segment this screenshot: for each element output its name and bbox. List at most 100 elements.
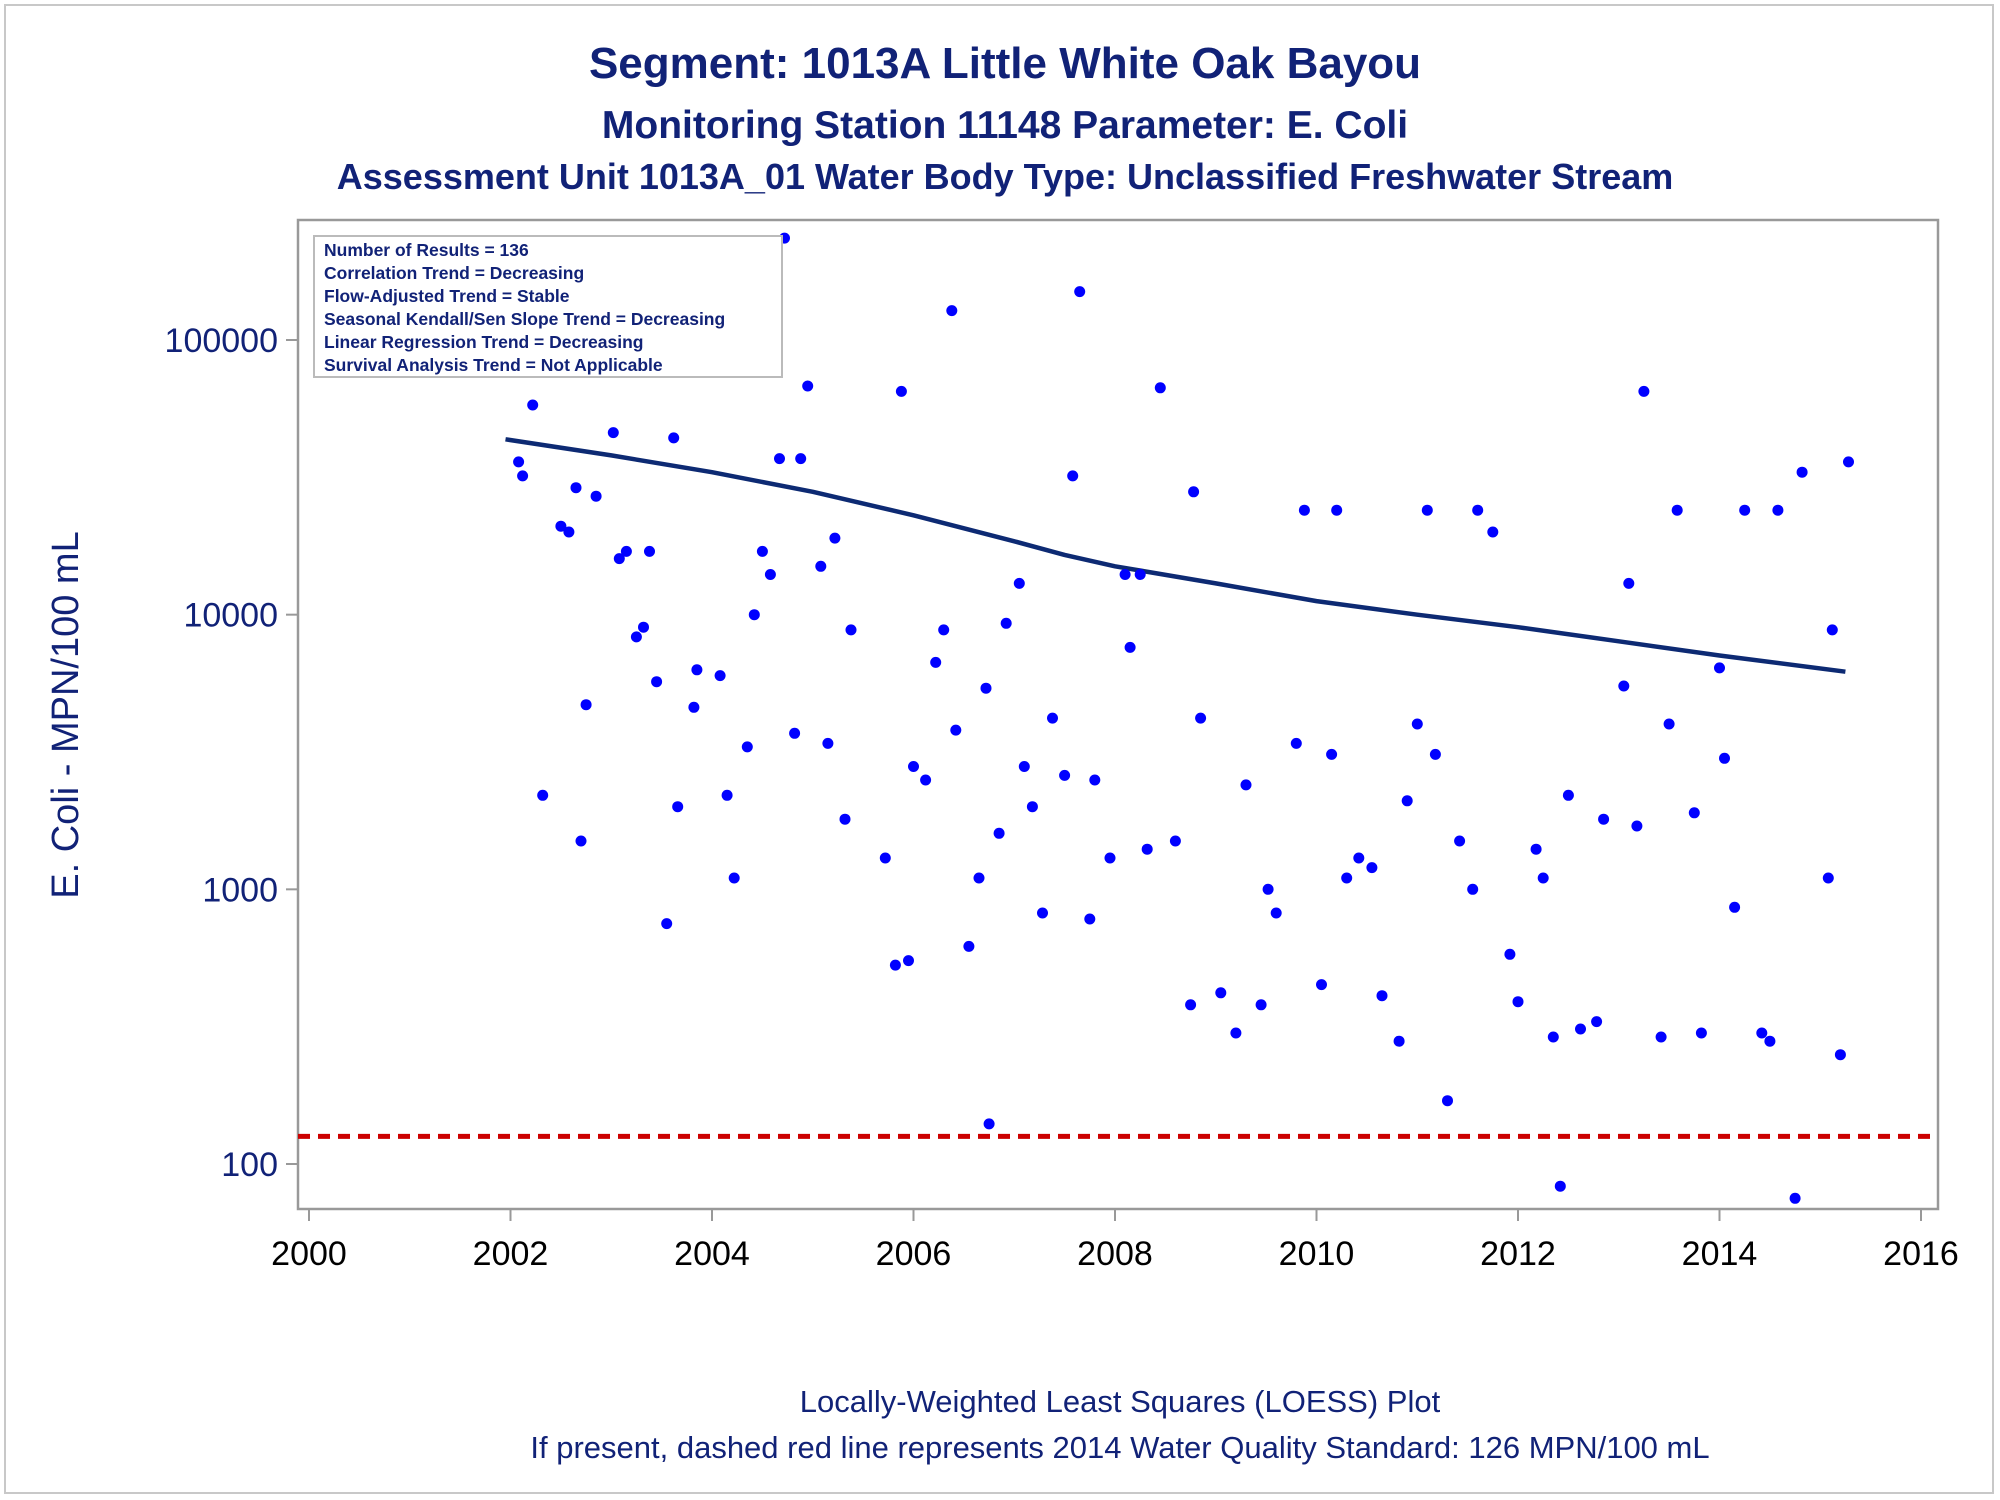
data-point — [1454, 835, 1466, 847]
x-tick-label: 2014 — [1682, 1235, 1758, 1273]
stats-line-correlation: Correlation Trend = Decreasing — [324, 263, 584, 283]
data-point — [607, 427, 619, 439]
data-point — [1826, 624, 1838, 636]
data-point — [1554, 1180, 1566, 1192]
data-point — [1467, 883, 1479, 895]
x-tick-label: 2002 — [473, 1235, 549, 1273]
data-point — [1270, 907, 1282, 919]
data-point — [661, 918, 673, 930]
data-point — [728, 872, 740, 884]
footnote-standard: If present, dashed red line represents 2… — [530, 1430, 1709, 1465]
data-point — [1530, 843, 1542, 855]
stats-line-linear-regression: Linear Regression Trend = Decreasing — [324, 332, 644, 352]
data-point — [1037, 907, 1048, 919]
data-point — [1547, 1031, 1559, 1043]
data-point — [1598, 813, 1610, 825]
data-point — [1353, 852, 1365, 864]
data-point — [1472, 504, 1484, 516]
y-axis: 100 1000 10000 100000 — [165, 322, 298, 1184]
data-point — [1429, 748, 1441, 760]
data-point — [590, 490, 602, 502]
data-point — [920, 774, 932, 786]
data-point — [1316, 979, 1327, 991]
data-point — [938, 624, 950, 636]
data-point — [1772, 504, 1784, 516]
data-point — [963, 940, 975, 952]
data-point — [1688, 807, 1700, 819]
data-point — [1729, 901, 1741, 913]
data-point — [1134, 569, 1146, 580]
data-point — [1169, 835, 1181, 847]
stats-line-results: Number of Results = 136 — [324, 240, 529, 260]
data-point — [1141, 843, 1153, 855]
data-point — [879, 852, 891, 864]
data-point — [1154, 382, 1166, 394]
data-point — [930, 656, 942, 668]
stats-line-flow-adjusted: Flow-Adjusted Trend = Stable — [324, 286, 570, 306]
data-point — [1512, 996, 1524, 1008]
data-point — [946, 305, 958, 317]
loess-trend-line — [505, 437, 1846, 674]
data-point — [950, 724, 962, 736]
data-point — [630, 631, 642, 643]
data-point — [1376, 990, 1388, 1002]
data-point — [993, 827, 1005, 839]
data-point — [789, 727, 801, 739]
data-point — [822, 737, 834, 749]
data-point — [1026, 801, 1038, 813]
data-point — [1018, 761, 1030, 772]
stats-box: Number of Results = 136 Correlation Tren… — [313, 235, 783, 378]
data-point — [1714, 662, 1725, 674]
data-point — [895, 385, 907, 397]
data-point — [620, 545, 632, 557]
y-tick-label: 1000 — [202, 871, 278, 909]
data-point — [1442, 1095, 1453, 1107]
data-point — [1591, 1016, 1603, 1028]
data-point — [1366, 862, 1378, 874]
data-point — [672, 801, 684, 813]
data-point — [1822, 872, 1834, 884]
x-tick-label: 2006 — [876, 1235, 952, 1273]
data-point — [973, 872, 985, 884]
data-point — [1789, 1192, 1801, 1204]
x-tick-label: 2008 — [1077, 1235, 1153, 1273]
data-point — [1562, 789, 1574, 801]
x-tick-label: 2010 — [1279, 1235, 1355, 1273]
data-point — [1013, 577, 1025, 589]
data-point — [1104, 852, 1116, 864]
data-point — [1719, 752, 1730, 764]
data-point — [1119, 569, 1131, 580]
data-point — [1067, 470, 1079, 482]
data-point — [764, 569, 776, 580]
x-tick-label: 2004 — [674, 1235, 750, 1273]
data-point — [1084, 913, 1096, 925]
data-point — [795, 453, 807, 465]
data-point — [1326, 748, 1338, 760]
data-point — [1695, 1027, 1707, 1039]
data-point — [1618, 680, 1630, 692]
x-tick-label: 2000 — [271, 1235, 347, 1273]
data-point — [668, 432, 680, 444]
data-point — [1834, 1049, 1846, 1061]
data-point — [774, 453, 785, 465]
data-point — [1631, 820, 1643, 832]
data-point — [1393, 1035, 1405, 1047]
data-point — [1411, 718, 1423, 730]
data-point — [1074, 286, 1086, 298]
data-point — [1401, 795, 1413, 807]
data-point — [1255, 999, 1267, 1011]
data-point — [638, 621, 649, 633]
data-point — [1047, 712, 1058, 724]
data-point — [1185, 999, 1197, 1011]
data-point — [756, 545, 768, 557]
data-point — [1796, 466, 1808, 478]
data-point — [815, 560, 827, 572]
data-point — [1537, 872, 1549, 884]
data-point — [1089, 774, 1101, 786]
plot-area — [296, 218, 1940, 1211]
data-point — [1000, 617, 1012, 629]
data-point — [1188, 486, 1200, 498]
data-point — [714, 670, 726, 682]
y-axis-title: E. Coli - MPN/100 mL — [45, 531, 87, 898]
